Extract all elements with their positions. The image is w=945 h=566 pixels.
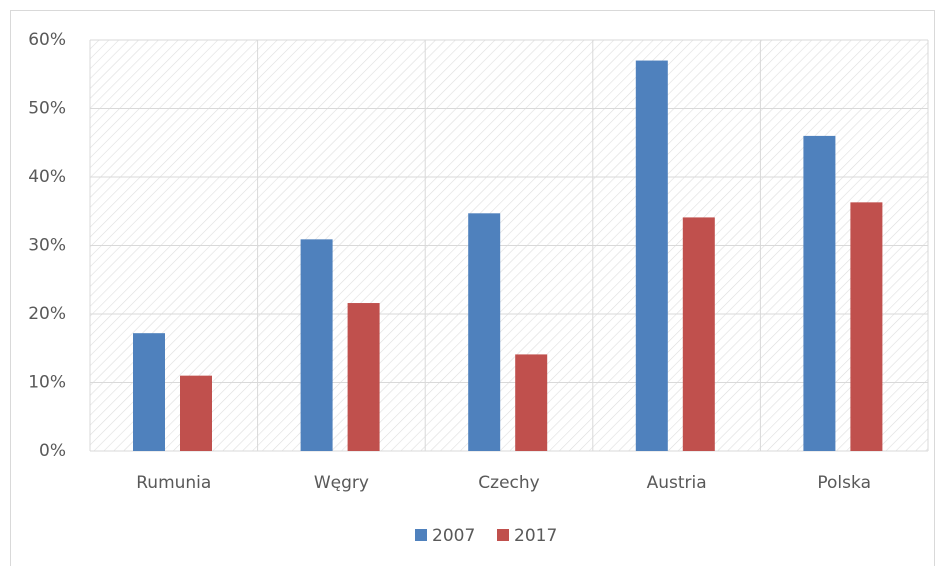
y-tick-label: 20% xyxy=(28,304,66,324)
y-tick-label: 0% xyxy=(39,441,66,461)
y-tick-label: 60% xyxy=(28,30,66,50)
y-tick-label: 40% xyxy=(28,167,66,187)
x-tick-label: Węgry xyxy=(314,473,369,493)
legend-label: 2017 xyxy=(514,526,557,546)
x-tick-label: Austria xyxy=(647,473,707,493)
x-tick-label: Rumunia xyxy=(136,473,211,493)
bar xyxy=(133,333,165,451)
bar xyxy=(803,135,836,451)
bar xyxy=(850,202,883,451)
bar xyxy=(347,303,380,451)
y-tick-label: 10% xyxy=(28,373,66,393)
legend-swatch xyxy=(415,529,427,541)
bar xyxy=(468,213,501,451)
y-tick-label: 50% xyxy=(28,99,66,119)
bar xyxy=(682,217,715,451)
legend-swatch xyxy=(497,529,509,541)
x-tick-label: Polska xyxy=(817,473,871,493)
bar xyxy=(515,354,548,451)
bar xyxy=(635,60,668,452)
bar xyxy=(180,375,212,451)
bar xyxy=(300,239,333,451)
y-tick-label: 30% xyxy=(28,236,66,256)
x-tick-label: Czechy xyxy=(478,473,539,493)
legend-label: 2007 xyxy=(432,526,475,546)
